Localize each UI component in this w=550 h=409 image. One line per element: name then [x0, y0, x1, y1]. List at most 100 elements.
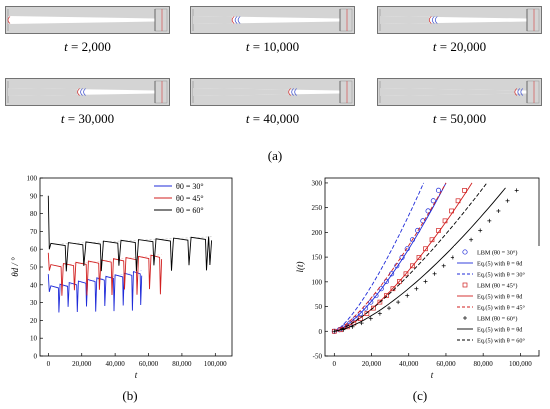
channel-geometry	[377, 6, 542, 34]
y-tick-label: 80	[30, 210, 38, 218]
envelope-line	[61, 254, 162, 266]
lbm-point	[429, 237, 435, 243]
snapshot-2	[190, 6, 355, 34]
x-tick-label: 80,000	[474, 360, 494, 368]
legend-entry: Eq.(5) with θ = θd	[477, 294, 523, 301]
y-tick-label: 20	[30, 317, 38, 325]
y-tick-label: 90	[30, 192, 38, 200]
meniscus-arc	[428, 16, 432, 24]
lbm-point	[371, 305, 376, 311]
chart-c: 0 20,000 40,000 60,000 80,000 100,000 -50 0 50 10…	[295, 177, 540, 380]
y-tick-label: 200	[312, 229, 323, 237]
y-tick-label: 250	[312, 204, 323, 212]
legend-entry: LBM (θ0 = 45°)	[477, 283, 517, 290]
panel-b-label: (b)	[122, 388, 138, 403]
legend-entry: Eq.(5) with θ = 60°	[477, 338, 525, 345]
y-tick-label: -50	[313, 353, 323, 361]
x-tick-label: 20,000	[72, 360, 92, 368]
legend-entry: Eq.(5) with θ = θd	[477, 261, 523, 268]
outlet-reservoir	[154, 80, 168, 104]
lbm-point	[435, 187, 442, 193]
y-tick-label: 70	[30, 228, 38, 236]
meniscus-arc	[80, 88, 83, 96]
meniscus-arc	[517, 88, 521, 96]
liquid-column	[380, 16, 430, 24]
lbm-point	[403, 271, 409, 277]
legend-marker	[462, 282, 468, 288]
snapshot-3	[377, 6, 542, 34]
x-tick-label: 0	[47, 360, 51, 368]
outlet-reservoir	[526, 8, 540, 32]
lbm-point	[357, 311, 363, 317]
eq5-static-line	[334, 182, 447, 332]
x-tick-label: 100,000	[204, 360, 227, 368]
channel-geometry	[377, 78, 542, 106]
x-tick-label: 100,000	[509, 360, 532, 368]
eq5-theta-d-line	[334, 187, 506, 332]
snapshot-4	[5, 78, 170, 106]
x-tick-label: 20,000	[362, 360, 382, 368]
snapshot-time-label: t = 50,000	[377, 111, 542, 127]
meniscus-arc	[77, 88, 80, 96]
outlet-reservoir	[339, 80, 353, 104]
snapshot-time-label: t = 2,000	[5, 39, 170, 55]
lbm-point	[364, 311, 370, 317]
time-symbol: t	[245, 39, 250, 54]
lbm-point	[368, 299, 374, 305]
y-tick-label: 0	[319, 328, 323, 336]
lbm-point	[415, 227, 421, 233]
outlet-reservoir	[154, 8, 168, 32]
channel-geometry	[5, 6, 170, 34]
meniscus-arc	[231, 16, 235, 24]
lbm-point	[383, 278, 389, 285]
eq5-theta-d-line	[334, 182, 447, 332]
lbm-point	[442, 218, 448, 224]
meniscus-arc	[520, 88, 524, 96]
lbm-point	[363, 305, 369, 311]
series-group	[47, 195, 213, 313]
panel-a-label: (a)	[267, 148, 283, 163]
y-tick-label: 50	[315, 303, 323, 311]
meniscus-arc	[288, 88, 291, 96]
time-value: = 20,000	[436, 39, 487, 54]
x-tick-label: 60,000	[436, 360, 456, 368]
lbm-point	[397, 279, 402, 284]
lbm-point	[423, 246, 428, 252]
lbm-point	[410, 263, 415, 269]
snapshot-time-label: t = 10,000	[190, 39, 355, 55]
legend-entry: Eq.(5) with θ = 30°	[477, 272, 525, 279]
meniscus-arc	[431, 16, 435, 24]
legend-entry: Eq.(5) with θ = θd	[477, 327, 523, 334]
series-group	[331, 182, 519, 334]
lbm-point	[416, 255, 422, 260]
snapshot-time-label: t = 20,000	[377, 39, 542, 55]
x-tick-label: 80,000	[172, 360, 192, 368]
time-value: = 50,000	[436, 111, 487, 126]
y-tick-label: 50	[30, 264, 38, 272]
liquid-column	[8, 88, 78, 96]
outlet-reservoir	[526, 80, 540, 104]
meniscus-arc	[434, 16, 438, 24]
y-tick-label: 40	[30, 281, 38, 289]
lbm-point	[430, 198, 436, 204]
time-symbol: t	[432, 39, 437, 54]
time-value: = 40,000	[249, 111, 300, 126]
time-value: = 2,000	[67, 39, 111, 54]
eq5-static-line	[334, 182, 488, 332]
meniscus-arc	[294, 88, 297, 96]
time-symbol: t	[432, 111, 437, 126]
x-axis-label: t	[431, 370, 434, 380]
channel-fluid	[8, 16, 155, 24]
time-symbol: t	[64, 39, 68, 54]
liquid-column	[193, 88, 289, 96]
meniscus-arc	[291, 88, 294, 96]
liquid-column	[380, 88, 515, 96]
x-tick-label: 40,000	[399, 360, 419, 368]
y-tick-label: 150	[312, 254, 323, 262]
y-tick-label: 100	[312, 278, 323, 286]
lbm-point	[462, 188, 467, 193]
time-value: = 30,000	[64, 111, 115, 126]
legend-entry: θ0 = 45°	[176, 194, 204, 203]
snapshot-5	[190, 78, 355, 106]
snapshot-6	[377, 78, 542, 106]
